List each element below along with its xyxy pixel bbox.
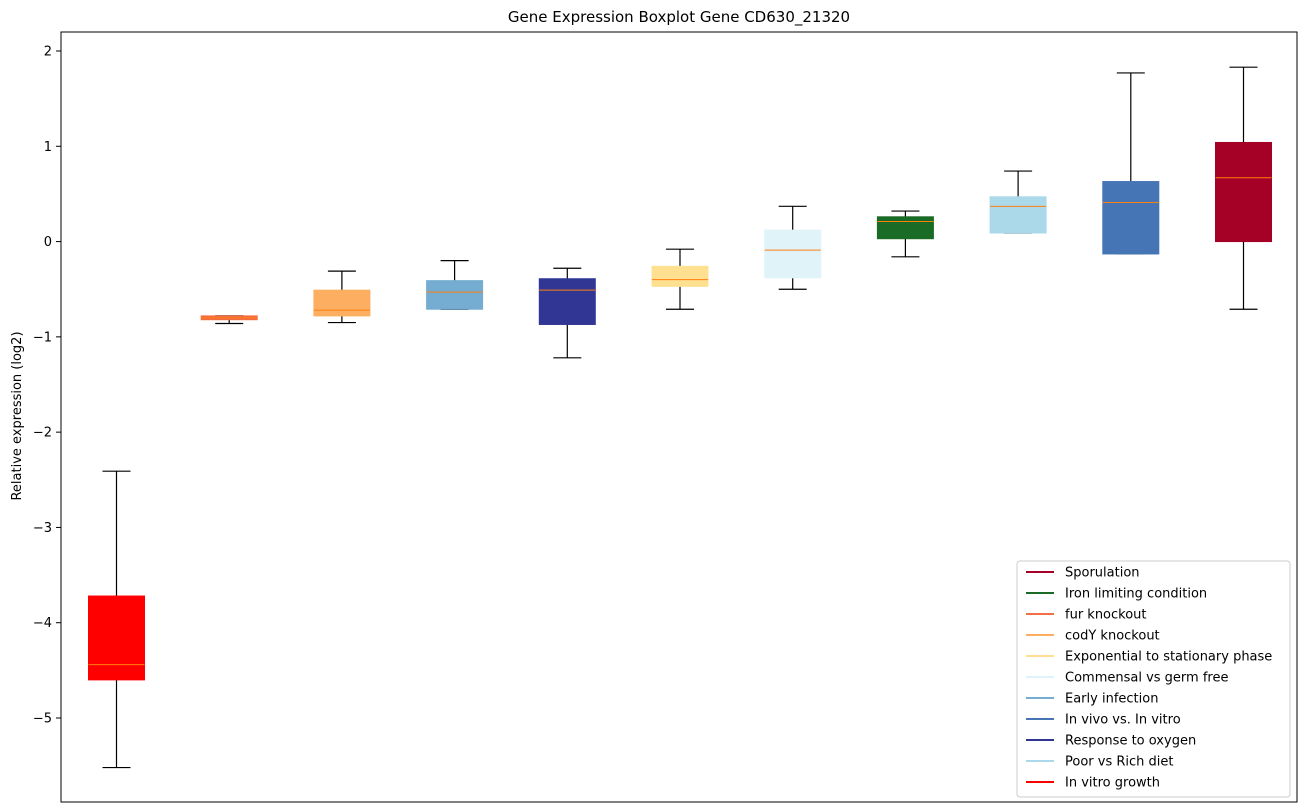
legend-label: In vivo vs. In vitro xyxy=(1065,713,1181,728)
box-sporulation xyxy=(1215,66,1272,310)
box-in-vivo-vs-in-vitro xyxy=(1102,72,1160,255)
legend-item: In vivo vs. In vitro xyxy=(1026,713,1181,728)
box-body xyxy=(426,280,484,310)
y-tick-label: 1 xyxy=(44,140,52,155)
box-iron-limiting-condition xyxy=(876,210,934,258)
legend-label: Response to oxygen xyxy=(1065,734,1196,749)
legend-label: In vitro growth xyxy=(1065,776,1160,791)
box-cody-knockout xyxy=(313,270,371,324)
y-tick-label: −4 xyxy=(33,616,52,631)
box-poor-vs-rich-diet xyxy=(989,170,1047,234)
y-tick-label: 0 xyxy=(44,235,52,250)
box-body xyxy=(989,196,1047,234)
legend-label: Early infection xyxy=(1065,692,1158,707)
y-tick-label: −2 xyxy=(33,426,52,441)
legend-item: fur knockout xyxy=(1026,608,1147,623)
box-body xyxy=(1102,181,1160,255)
legend-item: Early infection xyxy=(1026,692,1158,707)
box-fur-knockout xyxy=(200,315,258,325)
legend-label: codY knockout xyxy=(1065,629,1160,644)
box-body xyxy=(651,265,709,287)
legend-item: Iron limiting condition xyxy=(1026,587,1207,602)
box-early-infection xyxy=(426,260,484,310)
legend-item: Commensal vs germ free xyxy=(1026,671,1228,686)
box-response-to-oxygen xyxy=(538,267,596,359)
legend-item: Exponential to stationary phase xyxy=(1026,650,1272,665)
legend-item: Poor vs Rich diet xyxy=(1026,755,1173,770)
legend-label: fur knockout xyxy=(1065,608,1147,623)
y-axis: 2 1 0 −1 −2 −3 −4 −5 xyxy=(33,45,61,727)
plot-frame xyxy=(60,31,1298,803)
box-body xyxy=(538,278,596,325)
box-commensal-vs-germ-free xyxy=(764,205,822,290)
legend-item: Response to oxygen xyxy=(1026,734,1196,749)
legend-label: Sporulation xyxy=(1065,566,1140,581)
legend-item: codY knockout xyxy=(1026,629,1160,644)
legend-label: Commensal vs germ free xyxy=(1065,671,1228,686)
legend-label: Poor vs Rich diet xyxy=(1065,755,1173,770)
y-tick-label: −1 xyxy=(33,330,52,345)
box-exponential-to-stationary-phase xyxy=(651,248,709,310)
box-body xyxy=(313,289,371,317)
box-in-vitro-growth xyxy=(88,470,145,769)
legend-label: Exponential to stationary phase xyxy=(1065,650,1272,665)
y-tick-label: −3 xyxy=(33,521,52,536)
plot-area xyxy=(88,66,1272,769)
y-tick-label: −5 xyxy=(33,712,52,727)
legend-label: Iron limiting condition xyxy=(1065,587,1207,602)
legend: Sporulation Iron limiting condition fur kn… xyxy=(1016,560,1291,798)
legend-item: In vitro growth xyxy=(1026,776,1160,791)
legend-item: Sporulation xyxy=(1026,566,1140,581)
box-body xyxy=(876,216,934,240)
y-axis-label: Relative expression (log2) xyxy=(10,331,25,500)
chart-title: Gene Expression Boxplot Gene CD630_21320 xyxy=(508,8,850,27)
box-body xyxy=(764,229,822,279)
legend-frame xyxy=(1016,560,1291,798)
y-tick-label: 2 xyxy=(44,45,52,60)
box-body xyxy=(88,595,145,681)
box-body xyxy=(1215,141,1272,243)
